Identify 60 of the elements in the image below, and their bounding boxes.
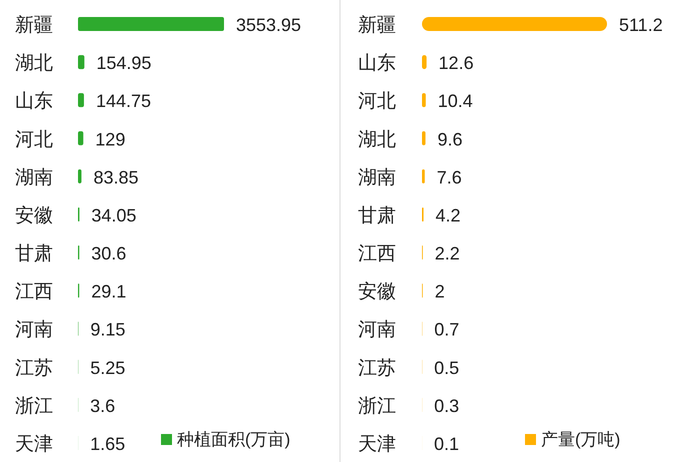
- data-label: 29.1: [91, 282, 126, 302]
- y-tick-label: 河北: [358, 91, 396, 112]
- y-tick-label: 江西: [15, 282, 53, 303]
- y-tick-label: 湖北: [358, 129, 396, 150]
- y-tick-label: 甘肃: [15, 244, 53, 265]
- y-tick-label: 浙江: [358, 396, 396, 417]
- y-tick-label: 天津: [358, 434, 396, 455]
- bar: [78, 131, 84, 146]
- data-label: 9.6: [437, 129, 463, 150]
- data-label: 2: [434, 282, 445, 302]
- data-label: 7.6: [436, 167, 462, 188]
- y-tick-label: 山东: [15, 91, 53, 112]
- y-tick-label: 天津: [15, 434, 53, 455]
- y-tick-label: 浙江: [15, 396, 53, 417]
- y-tick-label: 安徽: [358, 280, 396, 303]
- data-label: 3.6: [90, 396, 116, 416]
- y-tick-label: 江苏: [15, 358, 53, 379]
- legend-label: 种植面积(万亩): [177, 430, 290, 449]
- bar: [422, 17, 607, 31]
- y-tick-label: 江西: [358, 244, 396, 265]
- y-tick-label: 甘肃: [358, 205, 396, 226]
- legend-label: 产量(万吨): [541, 430, 620, 449]
- data-label: 30.6: [91, 244, 126, 264]
- data-label: 5.25: [90, 358, 126, 378]
- y-tick-label: 新疆: [15, 14, 53, 36]
- bar: [422, 131, 426, 146]
- data-label: 144.75: [96, 91, 152, 112]
- y-tick-label: 山东: [358, 53, 396, 74]
- data-label: 4.2: [436, 205, 461, 226]
- data-label: 12.6: [438, 53, 474, 74]
- y-tick-label: 湖北: [15, 53, 53, 74]
- data-label: 129: [95, 129, 126, 150]
- data-label: 1.65: [90, 434, 126, 454]
- data-label: 10.4: [438, 91, 473, 112]
- data-label: 2.2: [434, 244, 460, 264]
- data-label: 3553.95: [236, 15, 302, 35]
- y-tick-label: 河南: [15, 320, 53, 341]
- bar: [78, 169, 82, 184]
- bar: [78, 55, 84, 70]
- data-label: 154.95: [96, 53, 152, 74]
- y-tick-label: 江苏: [358, 358, 396, 379]
- data-label: 0.1: [434, 434, 460, 454]
- bar: [422, 55, 427, 70]
- data-label: 0.5: [434, 358, 460, 378]
- bar: [422, 93, 426, 108]
- y-tick-label: 河南: [358, 320, 396, 341]
- data-label: 511.2: [619, 15, 663, 35]
- bar: [78, 17, 224, 31]
- bar: [422, 169, 425, 184]
- y-tick-label: 湖南: [15, 167, 53, 188]
- y-tick-label: 安徽: [15, 204, 53, 226]
- y-tick-label: 河北: [15, 129, 53, 150]
- data-label: 34.05: [91, 205, 136, 226]
- data-label: 0.7: [434, 320, 460, 340]
- data-label: 0.3: [434, 396, 460, 416]
- data-label: 9.15: [90, 320, 126, 340]
- y-tick-label: 新疆: [358, 14, 396, 36]
- data-label: 83.85: [93, 167, 138, 188]
- y-tick-label: 湖南: [358, 167, 396, 188]
- bar: [78, 93, 84, 108]
